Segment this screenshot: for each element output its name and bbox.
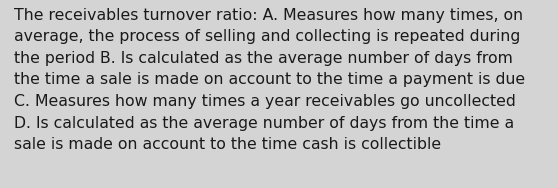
Text: The receivables turnover ratio: A. Measures how many times, on
average, the proc: The receivables turnover ratio: A. Measu… xyxy=(14,8,525,152)
